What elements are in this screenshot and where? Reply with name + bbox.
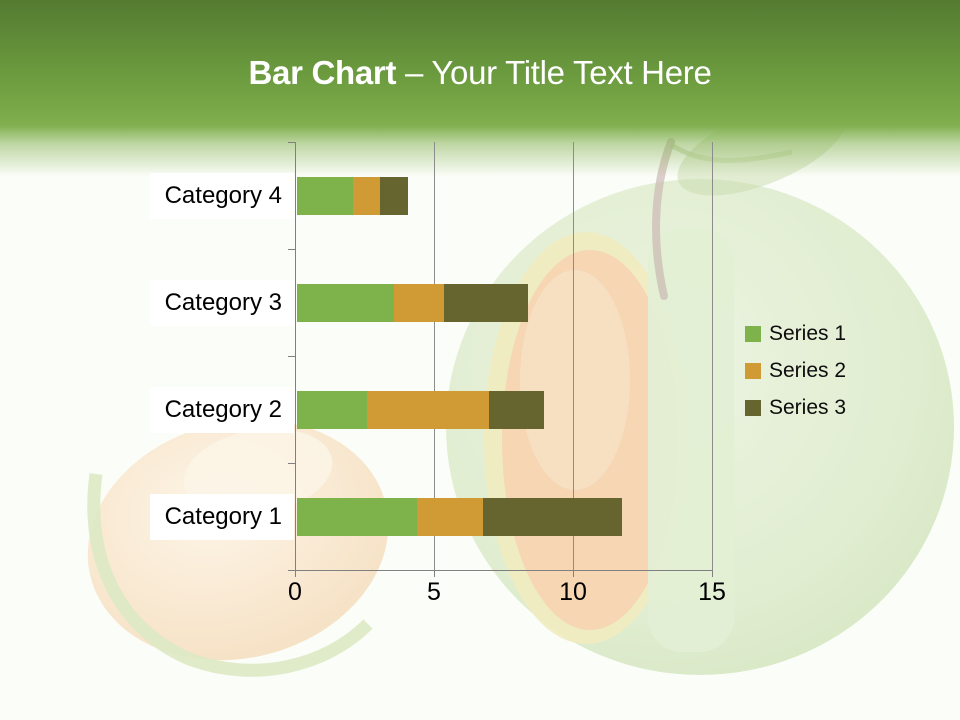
bar-segment-series-2 [394,284,445,322]
orange-slice-rind [87,473,373,677]
category-label: Category 3 [150,280,294,326]
bar-category-1 [297,498,623,536]
legend-item-series-2: Series 2 [745,359,846,383]
legend-label: Series 3 [769,396,847,419]
bar-segment-series-3 [483,498,623,536]
bar-segment-series-2 [352,177,381,215]
x-axis-tick [434,570,435,577]
x-axis-tick-label: 5 [427,578,441,606]
legend-swatch-icon [745,363,761,379]
legend-label: Series 2 [769,359,847,382]
legend-item-series-1: Series 1 [745,322,846,346]
legend-swatch-icon [745,400,761,416]
y-axis-tick [288,249,296,250]
bar-segment-series-3 [380,177,409,215]
x-axis-tick-label: 0 [288,578,302,606]
legend-swatch-icon [745,326,761,342]
legend-item-series-3: Series 3 [745,396,846,420]
bar-segment-series-2 [416,498,484,536]
gridline-15 [712,142,713,570]
bar-segment-series-3 [488,391,545,429]
bar-category-3 [297,284,528,322]
orange-cut-highlight [520,270,630,490]
y-axis-tick [288,356,296,357]
x-axis-tick [573,570,574,577]
slide-title-rest: – Your Title Text Here [396,54,712,91]
bar-segment-series-1 [297,498,417,536]
bar-segment-series-1 [297,177,353,215]
category-label: Category 1 [150,494,294,540]
bar-segment-series-2 [366,391,489,429]
y-axis-tick [288,463,296,464]
gridline-10 [573,142,574,570]
category-label: Category 4 [150,173,294,219]
bar-segment-series-1 [297,284,395,322]
bar-segment-series-1 [297,391,367,429]
plot-area [288,142,713,577]
category-label: Category 2 [150,387,294,433]
x-axis-tick [295,570,296,577]
y-axis-tick [288,570,296,571]
x-axis-tick-label: 15 [698,578,726,606]
slide-title: Bar Chart – Your Title Text Here [0,54,960,92]
slide-title-bold: Bar Chart [248,54,397,91]
header-gradient-band [0,0,960,182]
y-axis-tick [288,142,296,143]
bar-category-4 [297,177,409,215]
x-axis-tick [712,570,713,577]
legend-label: Series 1 [769,322,847,345]
bar-category-2 [297,391,545,429]
bar-segment-series-3 [444,284,528,322]
x-axis-tick-label: 10 [559,578,587,606]
chart-legend: Series 1 Series 2 Series 3 [745,322,846,433]
gridline-5 [434,142,435,570]
